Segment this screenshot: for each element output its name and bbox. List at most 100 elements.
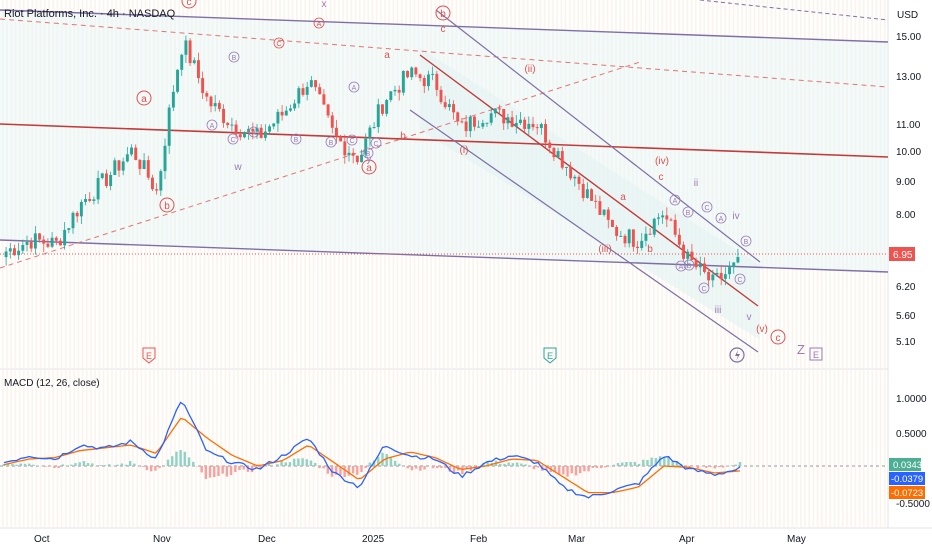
macd-histogram-bar (145, 466, 149, 471)
background-stripe (245, 0, 248, 528)
background-stripe (560, 0, 563, 528)
macd-histogram-bar (499, 463, 502, 466)
wave-label: (ii) (524, 64, 535, 75)
background-stripe (157, 0, 159, 528)
candle-body (719, 272, 723, 279)
candle-body (464, 121, 468, 132)
macd-histogram-bar (276, 464, 279, 466)
macd-tick: 1.0000 (896, 394, 927, 405)
candle-body (556, 151, 560, 158)
minor-wave-circle (715, 212, 727, 224)
background-stripe (371, 0, 374, 528)
macd-histogram-bar (448, 466, 452, 472)
macd-histogram-bar (70, 464, 73, 466)
background-stripe (94, 0, 96, 528)
background-stripe (514, 0, 516, 528)
macd-histogram-bar (15, 464, 18, 466)
time-tick: May (787, 534, 806, 545)
event-marker[interactable]: E (809, 347, 823, 361)
macd-histogram-bar (213, 466, 216, 478)
wave-label: a (141, 94, 147, 105)
minor-wave-circle (273, 37, 285, 49)
background-stripe (590, 0, 592, 528)
macd-histogram-bar (423, 466, 426, 470)
macd-histogram-bar (709, 466, 712, 467)
event-marker[interactable]: E (543, 347, 557, 364)
candle-body (196, 60, 200, 79)
macd-histogram-bar (91, 463, 94, 466)
candle-body (552, 147, 556, 158)
background-stripe (186, 0, 189, 528)
candle-body (711, 274, 715, 281)
background-stripe (254, 0, 256, 528)
macd-histogram-bar (288, 462, 292, 466)
candle-body (418, 74, 422, 78)
candle-body (17, 250, 21, 256)
macd-histogram-bar (734, 464, 737, 466)
macd-histogram-bar (621, 462, 624, 466)
event-marker[interactable]: E (142, 347, 156, 364)
macd-histogram-bar (116, 464, 119, 466)
price-tick: 10.00 (896, 147, 921, 158)
wave-label: b (164, 201, 170, 212)
macd-histogram-bar (444, 466, 447, 469)
macd-signal-line (3, 417, 741, 494)
candle-body (393, 89, 397, 92)
wave-label: y (367, 154, 372, 165)
candle-body (640, 240, 644, 248)
candle-body (339, 136, 343, 142)
macd-histogram-bar (364, 466, 367, 469)
background-stripe (413, 0, 416, 528)
background-stripe (569, 0, 571, 528)
minor-wave-label: A (673, 198, 678, 205)
macd-histogram-bar (625, 462, 628, 466)
macd-histogram-bar (713, 466, 716, 469)
candle-body (544, 124, 548, 143)
macd-histogram-bar (642, 459, 645, 466)
event-marker-label: E (813, 350, 819, 360)
candle-body (88, 198, 92, 201)
candle-body (326, 104, 330, 116)
background-stripe (207, 0, 210, 528)
background-stripe (338, 0, 340, 528)
minor-wave-label: A (352, 85, 357, 92)
macd-histogram-bar (356, 466, 359, 475)
background-stripe (18, 0, 21, 528)
background-stripe (136, 0, 138, 528)
macd-histogram-bar (435, 466, 439, 469)
macd-histogram-bar (473, 466, 477, 468)
candle-body (368, 127, 372, 139)
macd-histogram-bar (730, 465, 733, 466)
candle-body (58, 240, 62, 246)
candle-body (443, 102, 447, 108)
background-stripe (191, 0, 193, 528)
macd-histogram-bar (507, 462, 510, 466)
macd-histogram-bar (175, 451, 178, 466)
background-stripe (98, 0, 101, 528)
macd-histogram-bar (65, 465, 69, 466)
background-stripe (6, 0, 8, 528)
purple-dashed-top (699, 0, 889, 21)
price-tick: 6.20 (896, 282, 916, 293)
macd-histogram-bar (520, 463, 523, 466)
candle-body (251, 128, 255, 132)
candle-body (67, 228, 71, 230)
macd-histogram-bar (650, 457, 653, 466)
macd-histogram-bar (150, 466, 153, 472)
macd-histogram-bar (179, 450, 182, 466)
macd-histogram-bar (297, 458, 300, 466)
background-stripe (623, 0, 626, 528)
background-stripe (401, 0, 403, 528)
macd-histogram-bar (385, 454, 388, 466)
candle-body (652, 218, 656, 235)
candle-body (602, 209, 606, 215)
candle-body (360, 154, 364, 163)
macd-histogram-bar (591, 466, 594, 468)
macd-histogram-bar (23, 463, 27, 466)
background-stripe (165, 0, 168, 528)
lightning-icon[interactable] (729, 347, 745, 363)
minor-wave-label: C (737, 277, 742, 284)
macd-histogram-bar (612, 464, 616, 466)
price-tick: 11.00 (896, 120, 921, 131)
